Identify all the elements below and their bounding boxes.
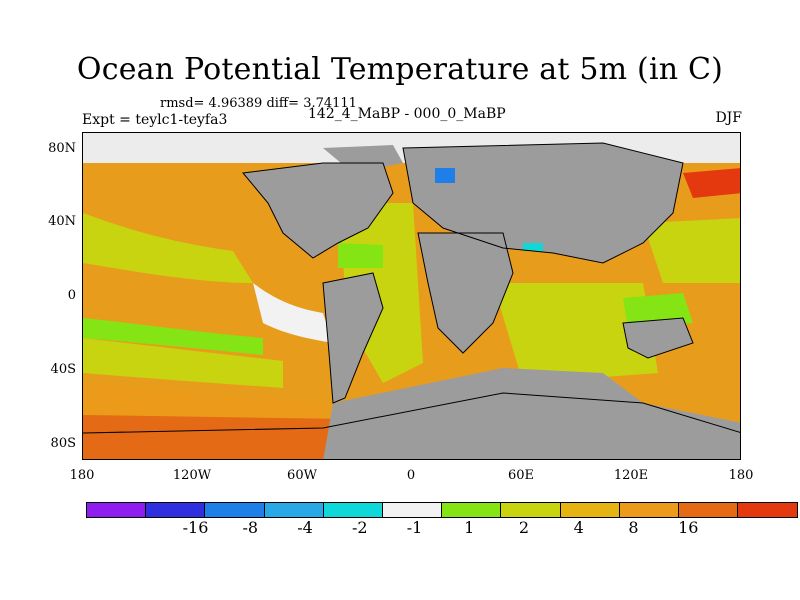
colorbar-swatch [87,503,147,517]
colorbar-swatch [442,503,502,517]
lon-tick-60e: 60E [507,468,535,483]
lon-tick-180e: 180 [728,468,754,483]
colorbar-swatch [323,503,383,517]
colorbar-label: 4 [573,518,584,537]
indian-yellow [493,283,658,383]
lon-tick-0: 0 [406,468,416,483]
lon-tick-120w: 120W [172,468,212,483]
east-pacific-white [253,283,333,343]
page-title: Ocean Potential Temperature at 5m (in C) [76,52,724,87]
colorbar [86,502,799,518]
colorbar-label: -8 [242,518,259,537]
season-label: DJF [715,110,742,126]
pacific-yellow-south [83,338,283,388]
experiment-label: Expt = teylc1-teyfa3 [82,112,228,128]
cold-spot-north [435,168,455,183]
lat-tick-80s: 80S [50,436,76,451]
colorbar-swatch [619,503,679,517]
land-australia [623,318,693,358]
temperature-map [83,133,740,459]
lon-tick-180w: 180 [69,468,95,483]
land-south-america [323,273,383,403]
colorbar-swatch [264,503,324,517]
colorbar-label: -2 [351,518,368,537]
map-panel [82,132,741,460]
lat-tick-40n: 40N [48,214,76,229]
colorbar-swatch [146,503,206,517]
colorbar-swatch [205,503,265,517]
colorbar-swatch [560,503,620,517]
colorbar-label: 16 [678,518,699,537]
land-antarctica [323,368,740,459]
subtitle: 142_4_MaBP - 000_0_MaBP [308,106,506,122]
west-pacific-red [683,168,740,198]
lat-tick-0: 0 [67,288,76,303]
land-greenland [323,145,403,173]
colorbar-label: 2 [518,518,530,537]
colorbar-label: -1 [406,518,423,537]
colorbar-label: -4 [297,518,313,537]
colorbar-label: -16 [182,518,209,537]
colorbar-swatch [501,503,561,517]
land-africa [418,233,513,353]
stats-text: rmsd= 4.96389 diff= 3.74111 [160,96,357,111]
colorbar-label: 8 [628,518,639,537]
colorbar-swatch [738,503,798,517]
colorbar-swatch [678,503,739,517]
lon-tick-60w: 60W [287,468,317,483]
lon-tick-120e: 120E [613,468,649,483]
lat-tick-40s: 40S [50,362,76,377]
lat-tick-80n: 80N [48,141,76,156]
coastlines [83,142,740,434]
pacific-green-band [83,318,263,355]
cyan-spot-med [523,243,543,251]
colorbar-swatch [382,503,443,517]
west-pacific-yellow [643,218,740,283]
colorbar-label: 1 [464,518,475,537]
atlantic-green [338,243,383,268]
pacific-yellow-belt [83,213,253,283]
